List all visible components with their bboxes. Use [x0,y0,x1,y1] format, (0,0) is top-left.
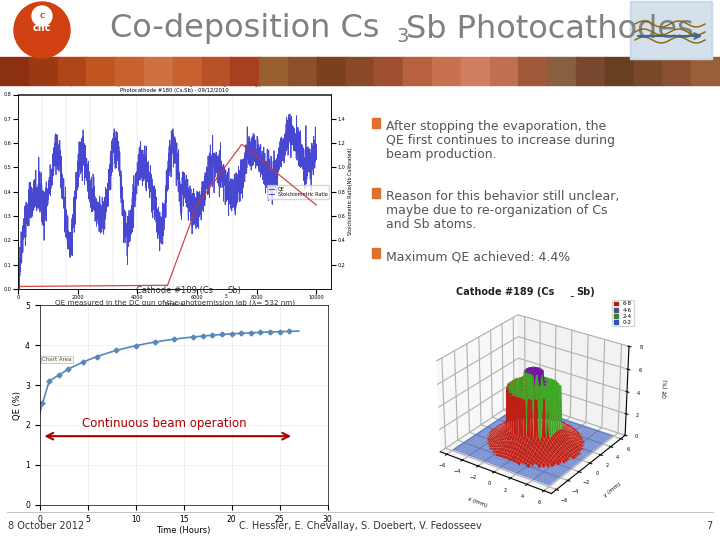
Bar [144,57,174,85]
Text: Sb): Sb) [576,287,595,297]
Text: clic: clic [32,23,51,33]
Bar [518,57,548,85]
Bar [632,3,710,57]
Text: QE first continues to increase during: QE first continues to increase during [386,134,615,147]
Bar [317,57,346,85]
Bar [576,57,606,85]
Text: QE measured in the DC gun of the photoemission lab (λ= 532 nm): QE measured in the DC gun of the photoem… [55,300,294,307]
Bar [346,57,375,85]
Bar [490,57,519,85]
Text: After stopping the evaporation, the: After stopping the evaporation, the [386,120,606,133]
Y-axis label: y (mm): y (mm) [603,481,622,497]
Legend: 6-8, 4-6, 2-4, 0-2: 6-8, 4-6, 2-4, 0-2 [612,300,634,327]
Text: Cathode #189 (Cs: Cathode #189 (Cs [456,287,554,297]
Text: C. Hessler, E. Chevallay, S. Doebert, V. Fedosseev: C. Hessler, E. Chevallay, S. Doebert, V.… [238,521,482,531]
Text: 8 October 2012: 8 October 2012 [8,521,84,531]
Text: Chart Area: Chart Area [42,357,72,362]
Text: Co-deposition Cs: Co-deposition Cs [110,14,379,44]
Text: 3: 3 [396,26,408,45]
Bar [202,57,231,85]
Bar [0,0,720,60]
Text: Sb Photocathodes: Sb Photocathodes [406,14,694,44]
Bar [691,57,720,85]
Text: 7: 7 [706,521,712,531]
Bar [634,57,663,85]
Bar [115,57,145,85]
Bar [29,57,58,85]
Bar [605,57,634,85]
Title: Quantum Efficiency and Stoichiometric Ratio growth during the coating process
Ph: Quantum Efficiency and Stoichiometric Ra… [69,82,280,93]
X-axis label: x (mm): x (mm) [467,496,488,508]
Bar [173,57,202,85]
Y-axis label: Stoichiometric Ratio(Nb Calibrated): Stoichiometric Ratio(Nb Calibrated) [348,148,353,235]
Text: maybe due to re-organization of Cs: maybe due to re-organization of Cs [386,204,608,217]
Text: and Sb atoms.: and Sb atoms. [386,218,477,231]
Bar [461,57,490,85]
Circle shape [32,6,52,26]
Text: Cathode #189 (Cs: Cathode #189 (Cs [136,286,213,295]
Text: Maximum QE achieved: 4.4%: Maximum QE achieved: 4.4% [386,250,570,263]
Bar [230,57,260,85]
Bar [372,118,380,128]
Text: C: C [40,13,45,19]
Bar [58,57,87,85]
X-axis label: Time (Hours): Time (Hours) [156,526,211,535]
Bar [432,57,462,85]
Text: Continuous beam operation: Continuous beam operation [82,417,247,430]
Bar [374,57,404,85]
Bar [372,188,380,198]
Text: 3: 3 [569,296,575,305]
Bar [630,1,712,59]
Text: beam production.: beam production. [386,148,497,161]
Bar [662,57,692,85]
Bar [86,57,116,85]
Bar [403,57,433,85]
Text: Reason for this behavior still unclear,: Reason for this behavior still unclear, [386,190,619,203]
Bar [259,57,289,85]
Bar [288,57,318,85]
Y-axis label: QE (%): QE (%) [13,390,22,420]
Bar [0,57,30,85]
Y-axis label: Quantum Efficiency (%): Quantum Efficiency (%) [0,163,1,221]
X-axis label: Time (s): Time (s) [163,301,186,307]
Legend: QE, Stoichiometric Ratio: QE, Stoichiometric Ratio [267,185,329,199]
Bar [547,57,577,85]
Text: 3: 3 [223,294,227,299]
Circle shape [14,2,70,58]
Bar [372,248,380,258]
Text: Sb): Sb) [228,286,241,295]
